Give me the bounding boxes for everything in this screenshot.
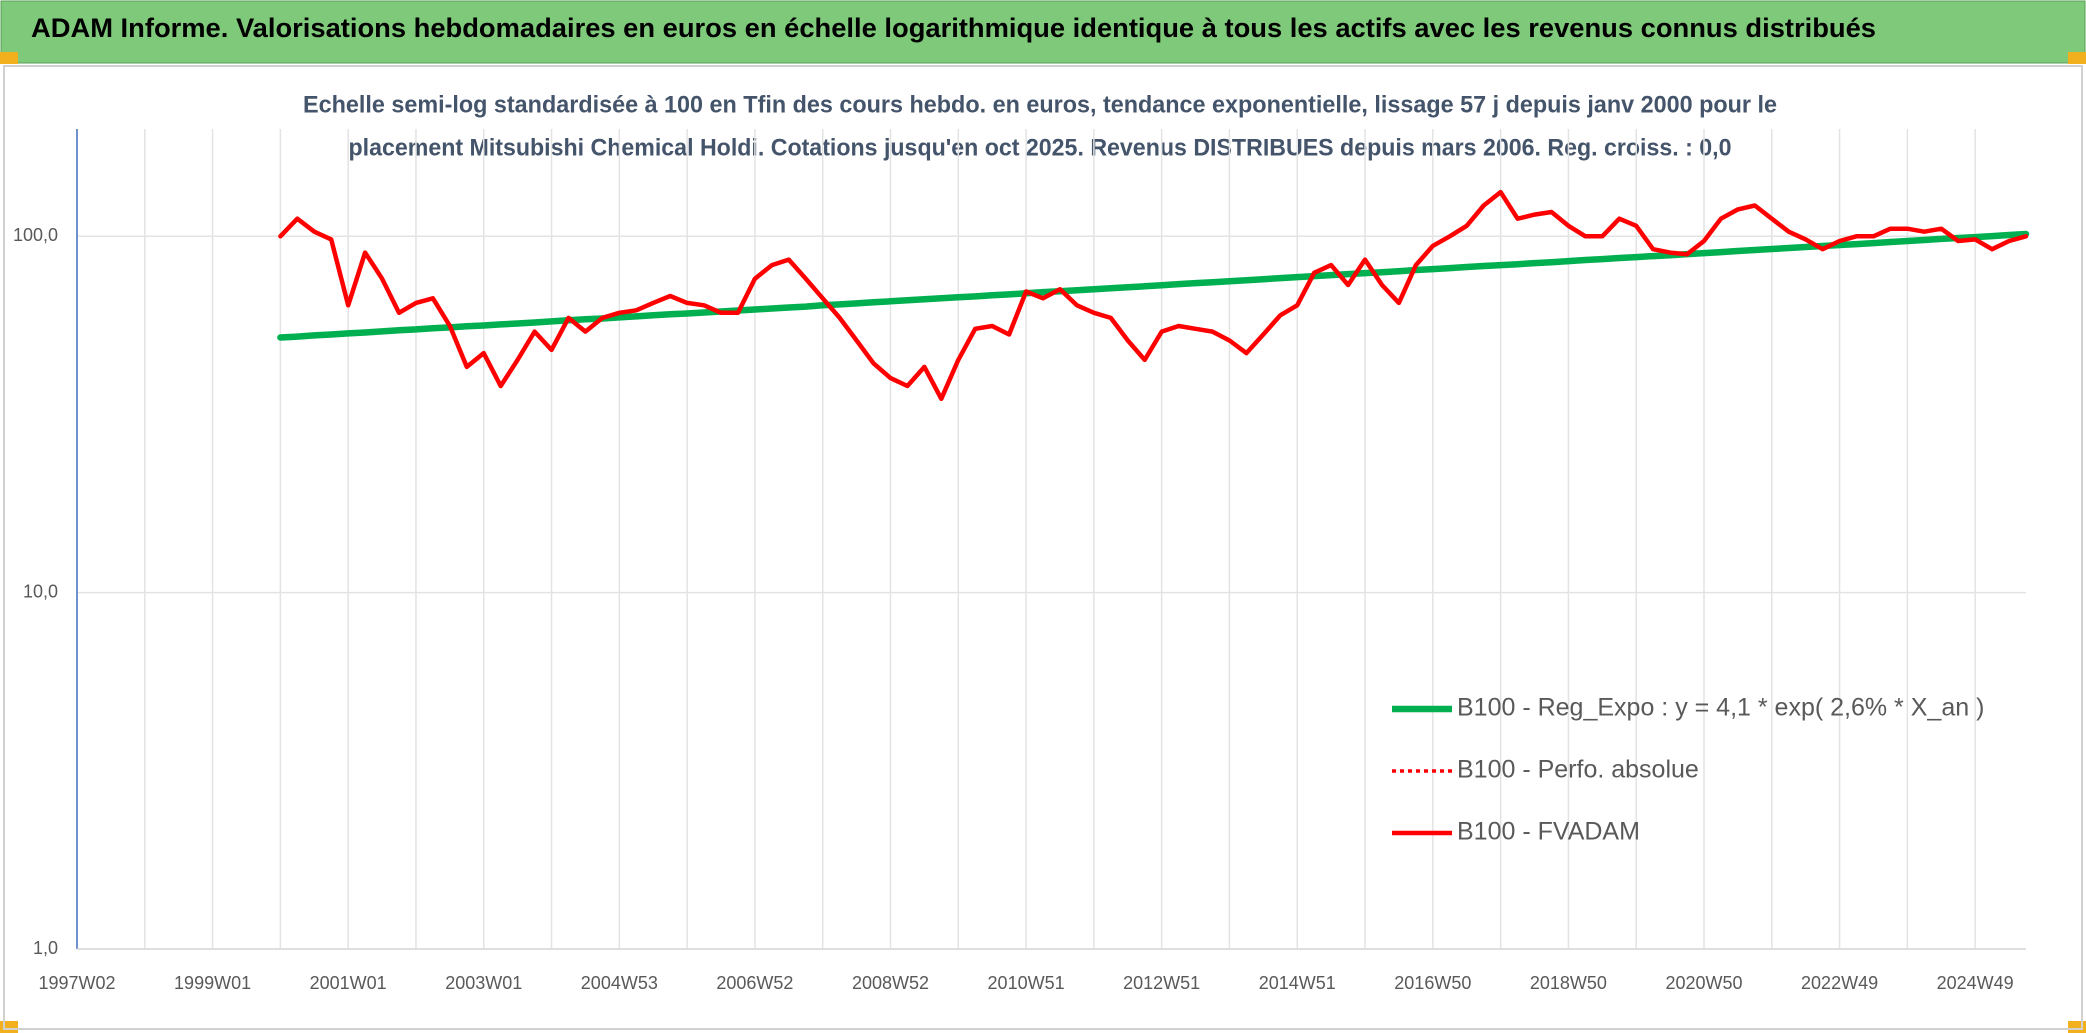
legend-label: B100 - Reg_Expo : y = 4,1 * exp( 2,6% * …	[1457, 694, 1984, 722]
x-tick-label: 1997W02	[38, 973, 115, 993]
header-bar	[0, 0, 2086, 64]
legend: B100 - Reg_Expo : y = 4,1 * exp( 2,6% * …	[1392, 694, 1984, 846]
x-tick-label: 2012W51	[1123, 973, 1200, 993]
legend-label: B100 - FVADAM	[1457, 818, 1640, 846]
x-tick-label: 2004W53	[581, 973, 658, 993]
x-tick-label: 2020W50	[1665, 973, 1742, 993]
y-tick-label: 100,0	[13, 225, 58, 245]
y-tick-label: 1,0	[33, 938, 58, 958]
y-tick-label: 10,0	[23, 581, 58, 601]
x-tick-label: 2022W49	[1801, 973, 1878, 993]
page-title: ADAM Informe. Valorisations hebdomadaire…	[31, 13, 1876, 43]
x-tick-label: 2003W01	[445, 973, 522, 993]
corner	[2068, 1021, 2086, 1033]
corner	[2068, 52, 2086, 64]
x-tick-label: 2024W49	[1937, 973, 2014, 993]
x-tick-label: 2018W50	[1530, 973, 1607, 993]
legend-label: B100 - Perfo. absolue	[1457, 756, 1699, 784]
chart-subtitle: Echelle semi-log standardisée à 100 en T…	[303, 91, 1777, 118]
x-tick-label: 2010W51	[988, 973, 1065, 993]
chart-frame	[3, 65, 2083, 1030]
x-tick-label: 2001W01	[310, 973, 387, 993]
axes: 1,0 10,0 100,0 1997W02 1999W01 2001W01 2003W01…	[13, 129, 2026, 993]
x-tick-label: 2008W52	[852, 973, 929, 993]
x-tick-label: 1999W01	[174, 973, 251, 993]
corner	[0, 52, 18, 64]
series-line	[278, 189, 2029, 402]
chart-subtitle: placement Mitsubishi Chemical Holdi. Cot…	[349, 134, 1732, 161]
x-tick-label: 2016W50	[1394, 973, 1471, 993]
x-tick-label: 2014W51	[1259, 973, 1336, 993]
corner	[0, 1021, 18, 1033]
x-tick-label: 2006W52	[716, 973, 793, 993]
plot	[277, 189, 2030, 402]
